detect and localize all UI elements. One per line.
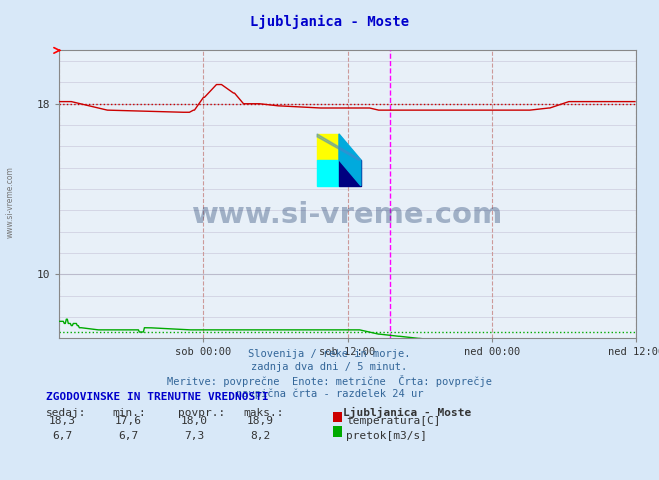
Bar <box>339 160 361 186</box>
Text: 18,3: 18,3 <box>49 417 76 426</box>
Text: Ljubljanica - Moste: Ljubljanica - Moste <box>343 408 471 418</box>
Text: 18,0: 18,0 <box>181 417 208 426</box>
Text: www.si-vreme.com: www.si-vreme.com <box>192 201 503 228</box>
Text: 18,9: 18,9 <box>247 417 273 426</box>
Text: 17,6: 17,6 <box>115 417 142 426</box>
Text: 6,7: 6,7 <box>119 431 138 441</box>
Text: www.si-vreme.com: www.si-vreme.com <box>5 166 14 238</box>
Text: pretok[m3/s]: pretok[m3/s] <box>346 431 427 441</box>
Text: zadnja dva dni / 5 minut.: zadnja dva dni / 5 minut. <box>251 362 408 372</box>
Text: navpična črta - razdelek 24 ur: navpična črta - razdelek 24 ur <box>236 389 423 399</box>
Text: maks.:: maks.: <box>244 408 284 418</box>
Text: ZGODOVINSKE IN TRENUTNE VREDNOSTI: ZGODOVINSKE IN TRENUTNE VREDNOSTI <box>46 392 269 402</box>
Text: 8,2: 8,2 <box>250 431 270 441</box>
Text: Meritve: povprečne  Enote: metrične  Črta: povprečje: Meritve: povprečne Enote: metrične Črta:… <box>167 374 492 387</box>
Text: povpr.:: povpr.: <box>178 408 225 418</box>
Text: temperatura[C]: temperatura[C] <box>346 417 440 426</box>
Text: Slovenija / reke in morje.: Slovenija / reke in morje. <box>248 349 411 359</box>
Polygon shape <box>339 134 361 186</box>
Text: min.:: min.: <box>112 408 146 418</box>
Bar <box>317 160 339 186</box>
Text: sedaj:: sedaj: <box>46 408 86 418</box>
Text: Ljubljanica - Moste: Ljubljanica - Moste <box>250 14 409 29</box>
Text: 6,7: 6,7 <box>53 431 72 441</box>
Text: 7,3: 7,3 <box>185 431 204 441</box>
Polygon shape <box>317 134 361 160</box>
Bar <box>317 134 339 160</box>
